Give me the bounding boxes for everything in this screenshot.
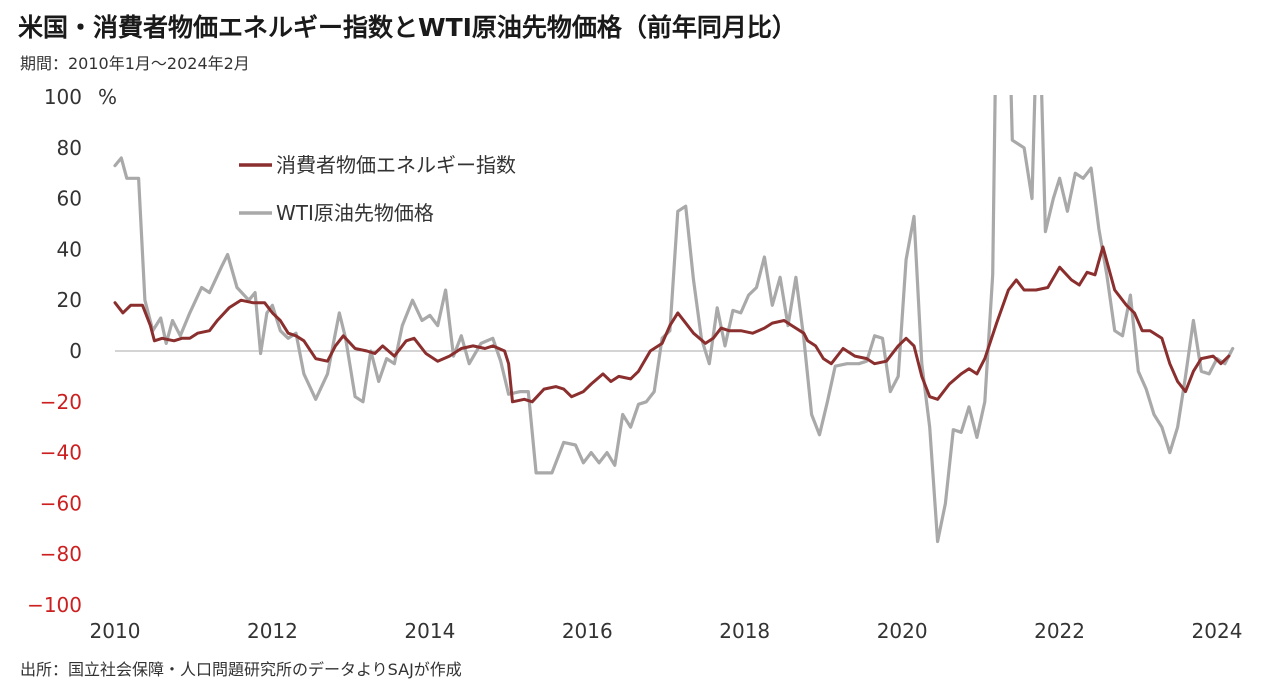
y-tick-label: 40: [57, 237, 82, 261]
x-tick-label: 2020: [877, 619, 928, 643]
y-tick-label: 0: [69, 339, 82, 363]
legend-energy-cpi: 消費者物価エネルギー指数: [239, 153, 516, 177]
y-tick-label: −40: [40, 441, 82, 465]
y-axis-ticks: 100 80 60 40 20 0 −20 −40 −60 −80 −100%: [27, 85, 117, 617]
x-tick-label: 2018: [719, 619, 770, 643]
legend-label: WTI原油先物価格: [276, 201, 434, 225]
y-tick-label: −80: [40, 542, 82, 566]
legend: 消費者物価エネルギー指数 WTI原油先物価格: [239, 153, 516, 225]
energy-cpi-line: [113, 245, 1231, 404]
x-tick-label: 2024: [1192, 619, 1243, 643]
legend-label: 消費者物価エネルギー指数: [276, 153, 516, 177]
y-tick-label: −20: [40, 390, 82, 414]
legend-wti: WTI原油先物価格: [239, 201, 434, 225]
chart-title: 米国・消費者物価エネルギー指数とWTI原油先物価格（前年同月比）: [18, 13, 797, 42]
y-tick-label: 60: [57, 187, 82, 211]
x-tick-label: 2014: [404, 619, 455, 643]
y-tick-label: 80: [57, 136, 82, 160]
y-tick-label: 20: [57, 288, 82, 312]
source-note: 出所：国立社会保障・人口問題研究所のデータよりSAJが作成: [20, 660, 462, 679]
y-tick-label: −60: [40, 491, 82, 515]
x-axis-ticks: 2010 2012 2014 2016 2018 2020 2022 2024: [90, 619, 1243, 643]
y-tick-label: −100: [27, 593, 82, 617]
x-tick-label: 2010: [90, 619, 141, 643]
period-subtitle: 期間：2010年1月～2024年2月: [20, 54, 250, 73]
x-tick-label: 2016: [562, 619, 613, 643]
series-layer: [113, 95, 1235, 544]
x-tick-label: 2022: [1034, 619, 1085, 643]
y-unit-label: %: [98, 85, 117, 109]
wti-line: [113, 95, 1235, 544]
y-tick-label: 100: [44, 85, 82, 109]
x-tick-label: 2012: [247, 619, 298, 643]
